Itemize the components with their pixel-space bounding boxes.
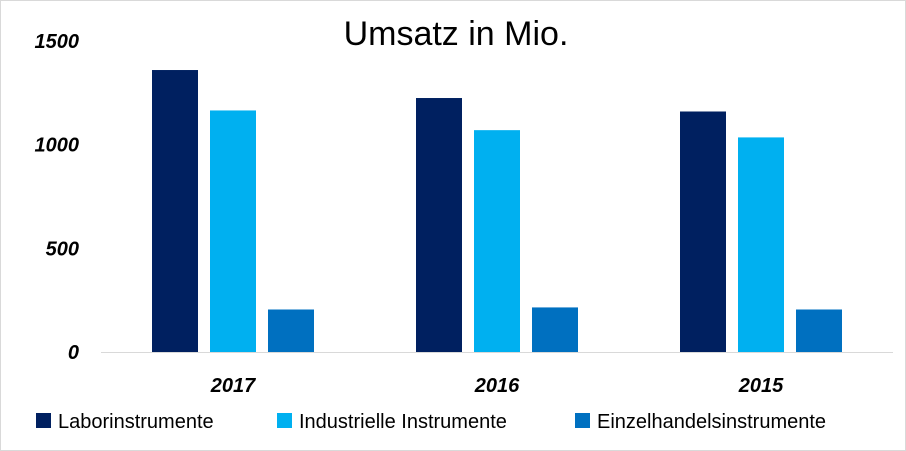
legend-label: Laborinstrumente: [58, 411, 214, 433]
bar-2017-series-0: [152, 70, 198, 352]
x-tick-label: 2015: [738, 375, 784, 397]
legend-label: Industrielle Instrumente: [299, 411, 507, 433]
bar-2015-series-0: [680, 111, 726, 352]
y-tick-label: 1000: [35, 135, 80, 157]
y-axis: 0 500 1000 1500: [35, 31, 80, 364]
x-axis: 2017 2016 2015: [101, 352, 893, 397]
legend: Laborinstrumente Industrielle Instrumente…: [36, 411, 826, 433]
bar-2016-series-0: [416, 98, 462, 353]
y-tick-label: 0: [68, 342, 79, 364]
bar-2016-series-1: [474, 130, 520, 352]
y-tick-label: 1500: [35, 31, 80, 53]
bar-2015-series-1: [738, 137, 784, 352]
x-tick-label: 2017: [210, 375, 256, 397]
x-tick-label: 2016: [474, 375, 520, 397]
bars: [152, 70, 842, 353]
legend-swatch: [36, 413, 51, 428]
y-tick-label: 500: [46, 238, 79, 260]
bar-2015-series-2: [796, 309, 842, 352]
chart-title: Umsatz in Mio.: [344, 15, 569, 53]
legend-swatch: [277, 413, 292, 428]
legend-swatch: [575, 413, 590, 428]
bar-2017-series-1: [210, 110, 256, 352]
bar-2016-series-2: [532, 307, 578, 352]
bar-2017-series-2: [268, 309, 314, 352]
legend-label: Einzelhandelsinstrumente: [597, 411, 826, 433]
